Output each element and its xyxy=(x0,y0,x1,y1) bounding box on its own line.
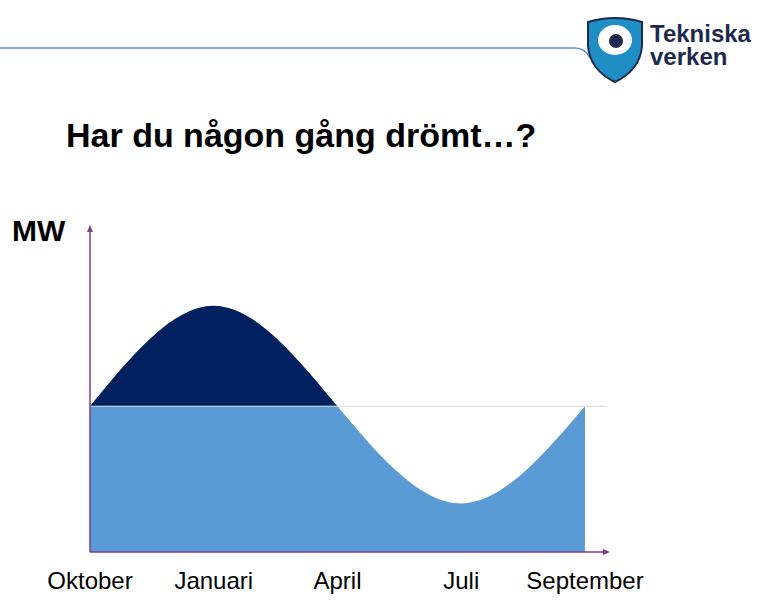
svg-text:April: April xyxy=(313,567,361,594)
svg-text:Januari: Januari xyxy=(174,567,253,594)
svg-text:Juli: Juli xyxy=(443,567,479,594)
html-text:MW: MW xyxy=(12,214,66,247)
html-text:Har du någon gång drömt…?: Har du någon gång drömt…? xyxy=(66,116,537,154)
svg-text:September: September xyxy=(526,567,643,594)
svg-text:Oktober: Oktober xyxy=(47,567,132,594)
svg-text:verken: verken xyxy=(650,43,727,70)
